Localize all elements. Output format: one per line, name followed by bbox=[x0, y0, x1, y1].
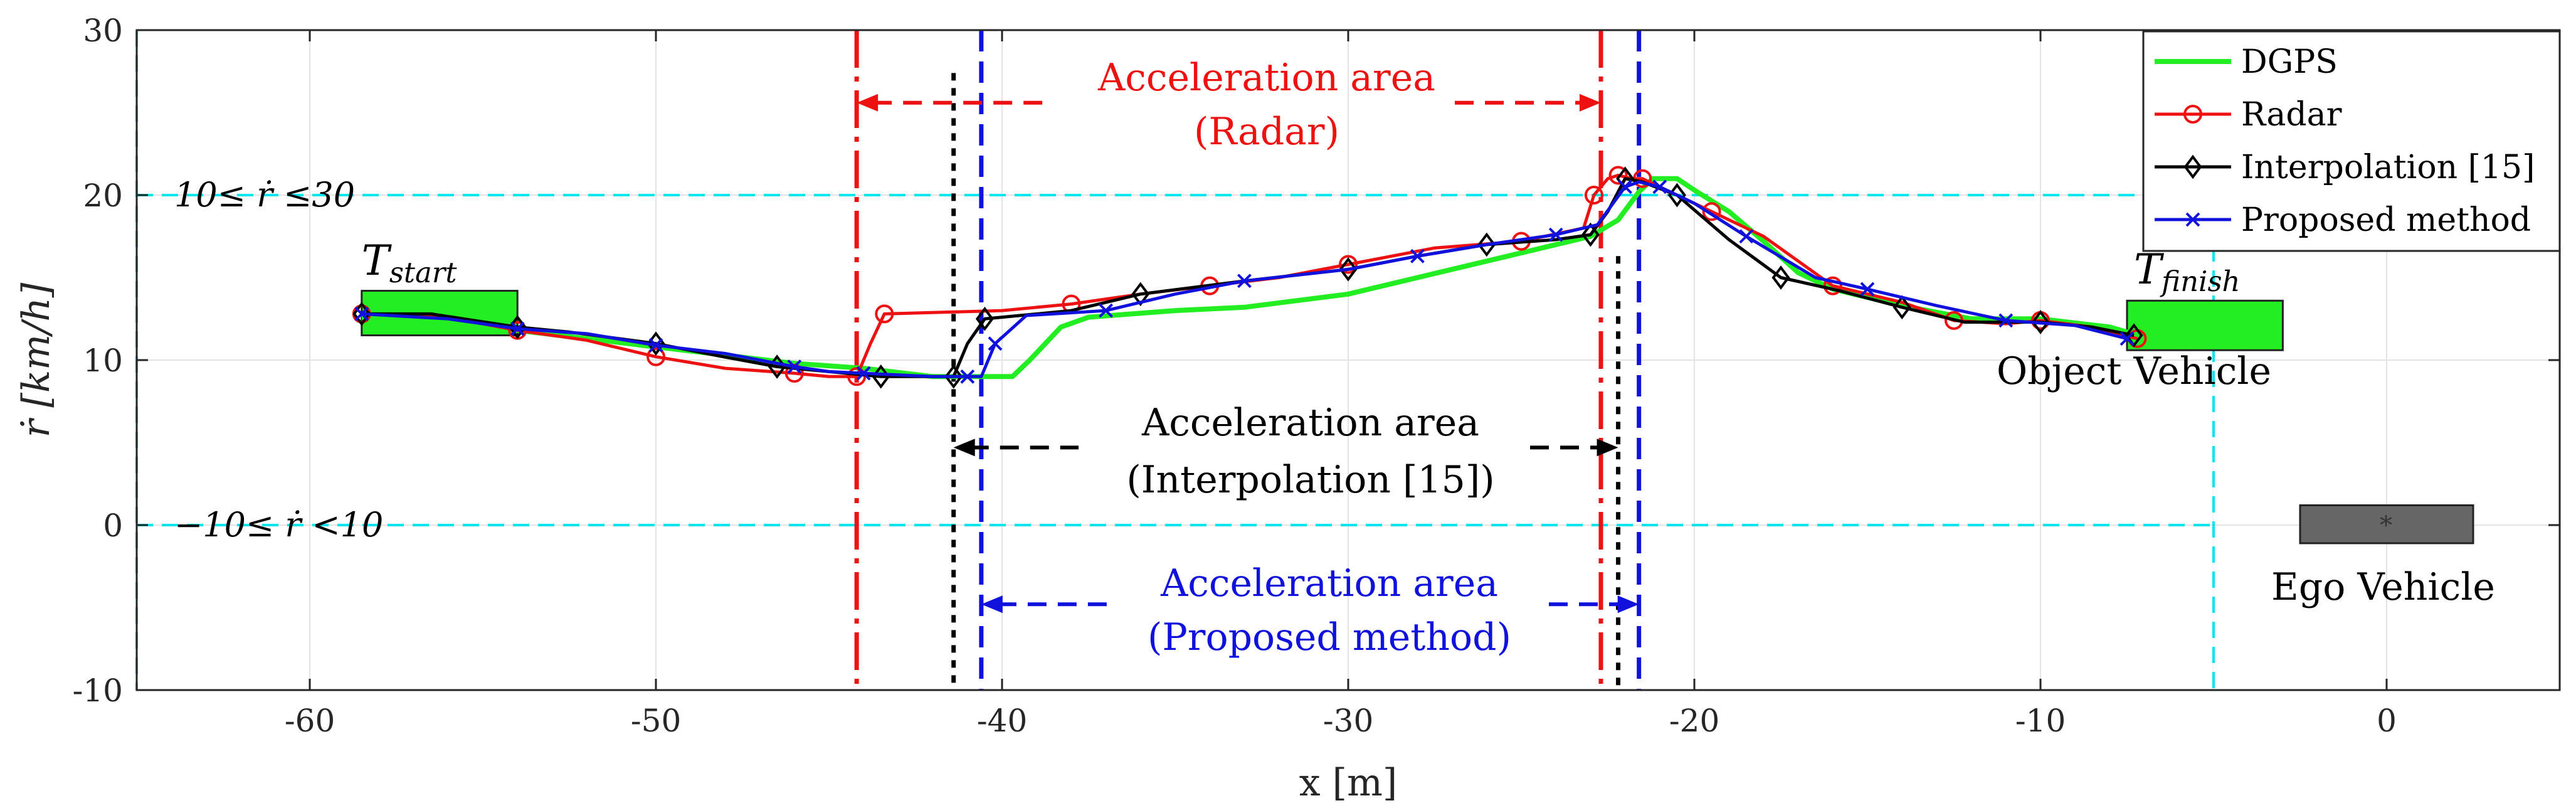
legend-label-interp: Interpolation [15] bbox=[2241, 149, 2535, 186]
data-series bbox=[352, 166, 2147, 389]
legend-marker-interp bbox=[2183, 154, 2202, 179]
marker-radar bbox=[1633, 169, 1652, 188]
legend-label-proposed: Proposed method bbox=[2241, 201, 2531, 239]
marker-proposed bbox=[787, 359, 802, 374]
marker-proposed bbox=[960, 369, 975, 384]
ego-vehicle-marker: * bbox=[2380, 511, 2392, 540]
legend-item-interp: Interpolation [15] bbox=[2155, 149, 2535, 186]
legend-item-dgps: DGPS bbox=[2155, 43, 2338, 81]
legend-marker-radar bbox=[2183, 105, 2202, 124]
radar-area: Acceleration area (Radar) bbox=[857, 56, 1601, 154]
marker-proposed bbox=[2119, 331, 2135, 346]
axes: -60 -50 -40 -30 -20 -10 0 -10 0 10 20 30 x [m] ṙ [km/… bbox=[14, 13, 2561, 805]
x-tick-label: 0 bbox=[2377, 703, 2397, 739]
marker-interp bbox=[975, 306, 994, 331]
x-tick-label: -30 bbox=[1323, 703, 1374, 739]
marker-proposed bbox=[1860, 282, 1875, 297]
radar-area-title: Acceleration area bbox=[1097, 56, 1435, 100]
series-proposed bbox=[354, 179, 2135, 384]
x-tick-label: -60 bbox=[285, 703, 335, 739]
marker-interp bbox=[944, 364, 963, 389]
proposed-area-arrowhead-left bbox=[981, 595, 1003, 614]
legend-marker-proposed bbox=[2185, 212, 2200, 227]
marker-interp bbox=[2031, 310, 2050, 334]
marker-interp bbox=[1131, 282, 1150, 307]
threshold-label: −10≤ ṙ <10 bbox=[174, 505, 383, 545]
y-tick-label: 20 bbox=[83, 178, 123, 214]
radar-area-arrowhead-left bbox=[857, 93, 879, 112]
t-finish-label: Tfinish bbox=[2134, 245, 2241, 298]
marker-proposed bbox=[856, 366, 871, 381]
marker-radar bbox=[647, 347, 665, 366]
marker-proposed bbox=[988, 336, 1003, 351]
y-tick-label: 10 bbox=[83, 343, 123, 379]
radar-area-arrowhead-right bbox=[1579, 93, 1601, 112]
legend-label-dgps: DGPS bbox=[2241, 43, 2338, 81]
x-tick-label: -50 bbox=[631, 703, 682, 739]
marker-proposed bbox=[1548, 227, 1563, 242]
marker-radar bbox=[1702, 202, 1721, 221]
object-vehicle-label: Object Vehicle bbox=[1997, 349, 2271, 393]
legend-box bbox=[2142, 30, 2561, 252]
marker-radar bbox=[875, 304, 894, 324]
t-start-label: Tstart bbox=[362, 237, 458, 289]
interp-area-arrowhead-right bbox=[1597, 439, 1618, 457]
marker-proposed bbox=[510, 321, 525, 336]
legend-item-proposed: Proposed method bbox=[2155, 201, 2531, 239]
x-tick-label: -40 bbox=[977, 703, 1028, 739]
marker-proposed bbox=[1410, 248, 1425, 263]
marker-proposed bbox=[1652, 179, 1667, 194]
marker-radar bbox=[1339, 255, 1358, 274]
interp-area: Acceleration area (Interpolation [15]) bbox=[953, 401, 1618, 502]
marker-interp bbox=[1581, 222, 1600, 247]
series-line-radar bbox=[361, 173, 2138, 378]
threshold-label: 10≤ ṙ ≤30 bbox=[174, 175, 355, 215]
proposed-area-title: Acceleration area bbox=[1160, 561, 1498, 605]
y-tick-label: 0 bbox=[103, 508, 123, 544]
marker-radar bbox=[1584, 186, 1603, 205]
proposed-area-arrowhead-right bbox=[1617, 595, 1639, 614]
marker-proposed bbox=[1237, 274, 1252, 289]
box-finish bbox=[2126, 299, 2284, 351]
annotations: Acceleration area(Radar)Acceleration are… bbox=[362, 56, 2495, 659]
radar-area-subtitle: (Radar) bbox=[1194, 110, 1339, 154]
x-tick-label: -10 bbox=[2015, 703, 2066, 739]
y-axis-label: ṙ [km/h] bbox=[14, 282, 58, 437]
box-ego bbox=[2299, 504, 2474, 545]
marker-proposed bbox=[648, 338, 663, 353]
marker-interp bbox=[1339, 257, 1358, 282]
marker-proposed bbox=[1099, 303, 1114, 318]
interp-area-arrowhead-left bbox=[953, 439, 975, 457]
proposed-area-subtitle: (Proposed method) bbox=[1148, 615, 1511, 659]
x-tick-label: -20 bbox=[1669, 703, 1720, 739]
marker-interp bbox=[2125, 323, 2143, 348]
x-axis-label: x [m] bbox=[1299, 761, 1398, 805]
threshold-lines: 10≤ ṙ ≤30 −10≤ ṙ <10 bbox=[137, 175, 2214, 545]
acceleration-boundary-lines bbox=[135, 30, 2215, 690]
marker-proposed bbox=[1739, 229, 1754, 244]
legend: DGPS Radar Interpolation [15] Proposed meth… bbox=[2142, 30, 2561, 252]
interp-area-title: Acceleration area bbox=[1141, 401, 1479, 445]
marker-proposed bbox=[1618, 179, 1633, 194]
legend-label-radar: Radar bbox=[2241, 96, 2342, 134]
y-tick-label: 30 bbox=[83, 13, 123, 49]
marker-proposed bbox=[354, 306, 369, 321]
marker-radar bbox=[1608, 166, 1628, 185]
proposed-area: Acceleration area (Proposed method) bbox=[981, 561, 1639, 659]
marker-interp bbox=[1771, 265, 1790, 290]
marker-interp bbox=[1892, 295, 1911, 320]
y-tick-label: -10 bbox=[72, 672, 123, 709]
ego-vehicle-label: Ego Vehicle bbox=[2271, 565, 2495, 609]
marker-interp bbox=[1477, 232, 1496, 257]
legend-item-radar: Radar bbox=[2155, 96, 2342, 134]
interp-area-subtitle: (Interpolation [15]) bbox=[1126, 458, 1494, 502]
marker-proposed bbox=[1998, 313, 2014, 328]
